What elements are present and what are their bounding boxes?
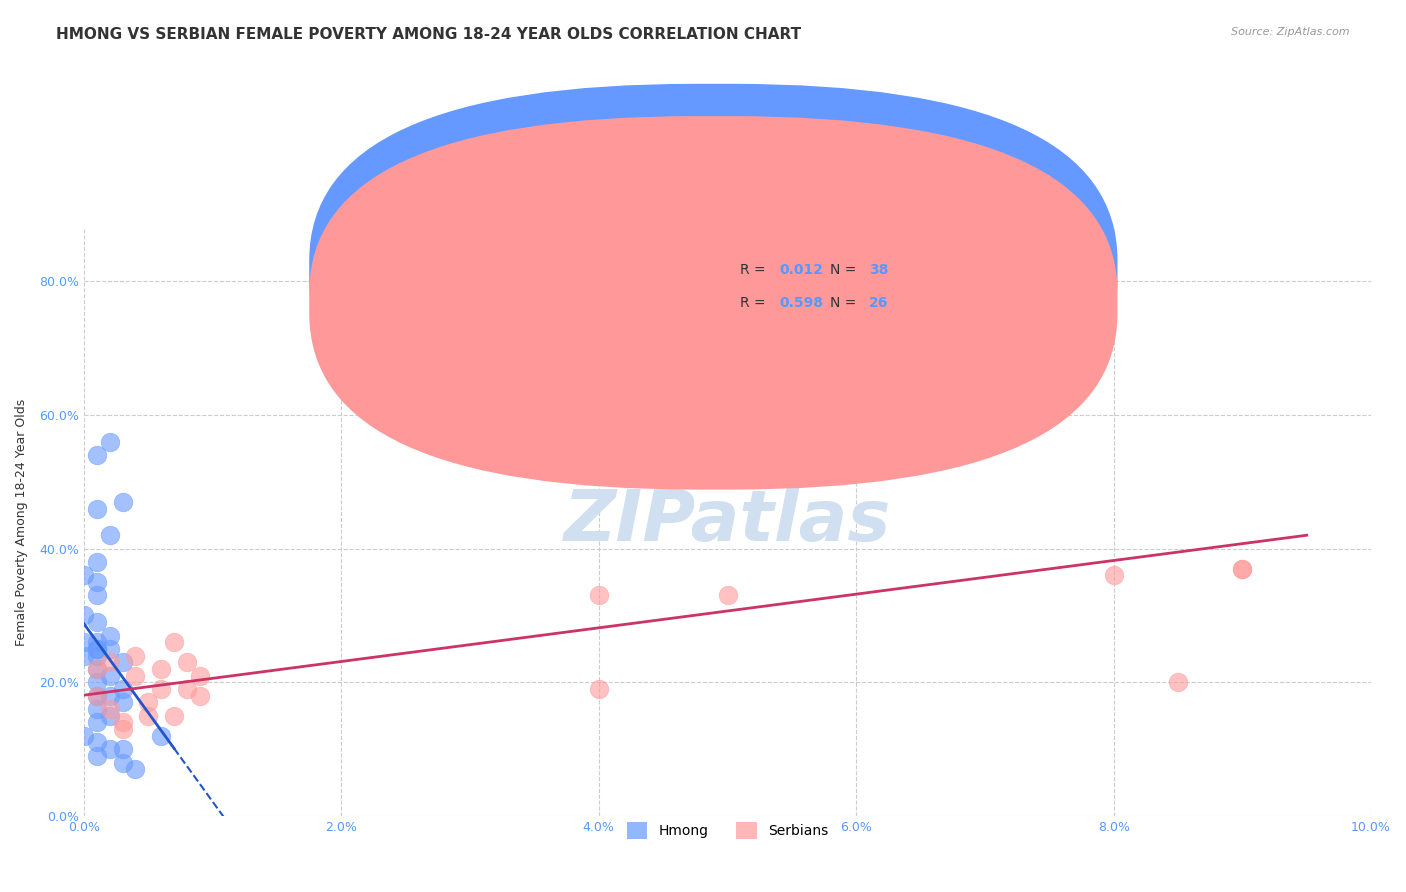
Point [111,756,134,770]
Point [86,635,108,649]
Point [150,681,173,696]
Point [1167,675,1189,690]
Y-axis label: Female Poverty Among 18-24 Year Olds: Female Poverty Among 18-24 Year Olds [15,399,28,646]
Point [98,689,121,703]
Point [73,635,96,649]
Point [98,702,121,716]
Point [588,589,610,603]
Point [98,655,121,669]
Point [73,729,96,743]
Point [98,628,121,642]
Point [111,742,134,756]
Point [73,568,96,582]
Point [1232,562,1254,576]
Point [188,668,211,682]
Point [86,648,108,663]
Point [86,702,108,716]
Point [86,715,108,730]
Point [136,695,159,709]
Point [86,689,108,703]
Point [86,615,108,629]
Point [98,742,121,756]
Point [86,662,108,676]
Point [188,689,211,703]
Point [73,648,96,663]
Point [176,655,198,669]
Point [150,729,173,743]
Point [1102,568,1125,582]
Point [136,708,159,723]
Text: 0.012: 0.012 [779,263,823,277]
Text: 38: 38 [869,263,889,277]
Point [111,495,134,509]
Text: N =: N = [831,295,862,310]
Point [111,681,134,696]
Text: R =: R = [741,263,770,277]
Point [86,641,108,656]
Text: ZIPatlas: ZIPatlas [564,487,891,557]
Point [86,575,108,590]
Point [86,641,108,656]
Point [163,635,186,649]
Point [588,681,610,696]
Point [111,715,134,730]
Point [124,762,146,776]
FancyBboxPatch shape [309,84,1118,458]
Text: Source: ZipAtlas.com: Source: ZipAtlas.com [1232,27,1350,37]
Point [716,589,738,603]
Point [974,348,997,362]
Text: N =: N = [831,263,862,277]
Point [98,668,121,682]
Point [163,708,186,723]
Point [98,528,121,542]
Point [176,681,198,696]
Point [111,655,134,669]
Text: R =: R = [741,295,770,310]
Point [124,648,146,663]
FancyBboxPatch shape [669,252,979,334]
FancyBboxPatch shape [309,116,1118,490]
Text: 26: 26 [869,295,889,310]
Point [98,641,121,656]
Point [98,434,121,449]
Point [86,675,108,690]
Point [86,735,108,749]
Point [150,662,173,676]
Point [111,695,134,709]
Legend: Hmong, Serbians: Hmong, Serbians [621,816,834,845]
Point [86,689,108,703]
Point [86,748,108,763]
Point [111,722,134,736]
Text: HMONG VS SERBIAN FEMALE POVERTY AMONG 18-24 YEAR OLDS CORRELATION CHART: HMONG VS SERBIAN FEMALE POVERTY AMONG 18… [56,27,801,42]
Point [86,589,108,603]
Point [98,708,121,723]
Point [86,555,108,569]
Point [86,662,108,676]
Point [73,608,96,623]
Text: 0.598: 0.598 [779,295,823,310]
Point [86,501,108,516]
Point [86,448,108,462]
Point [124,668,146,682]
Point [1232,562,1254,576]
